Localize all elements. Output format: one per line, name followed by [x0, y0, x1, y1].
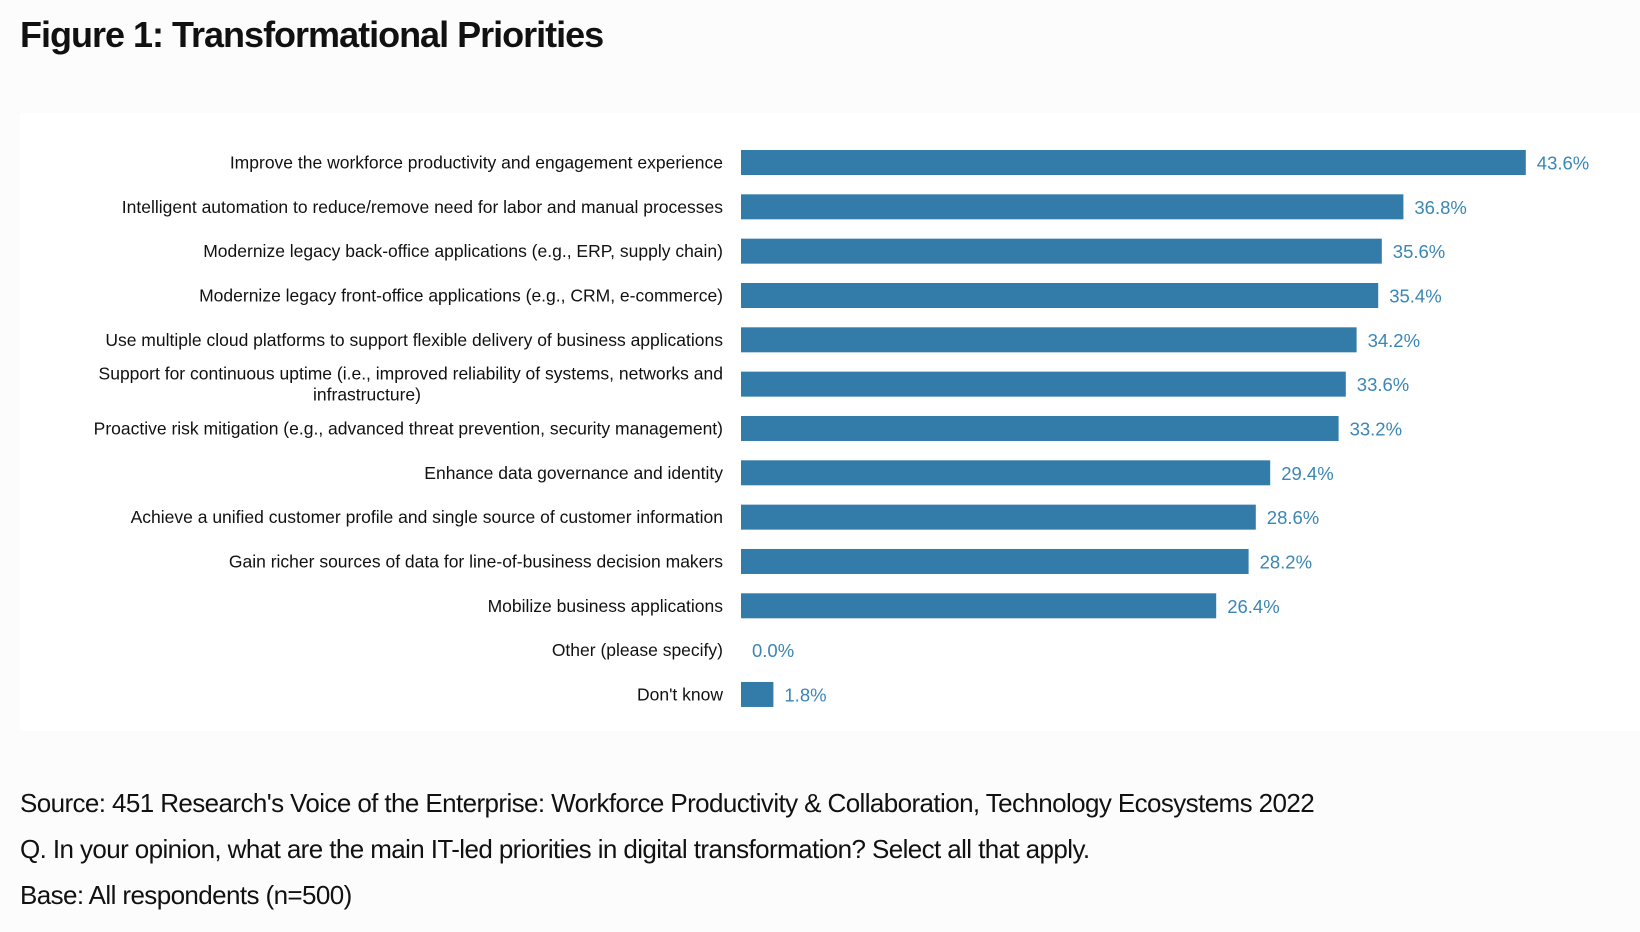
- bar: [741, 150, 1526, 175]
- bar: [741, 282, 1379, 308]
- bar-row: Achieve a unified customer profile and s…: [131, 504, 1319, 530]
- figure-title: Figure 1: Transformational Priorities: [20, 14, 604, 55]
- base-note: Base: All respondents (n=500): [20, 880, 352, 910]
- category-label: Enhance data governance and identity: [424, 463, 723, 483]
- bar-row: Don't know 1.8%: [637, 681, 827, 707]
- bar-row: Improve the workforce productivity and e…: [230, 150, 1589, 175]
- category-label: Gain richer sources of data for line-of-…: [229, 551, 723, 571]
- value-label: 35.4%: [1389, 285, 1441, 306]
- category-label: Achieve a unified customer profile and s…: [131, 507, 723, 527]
- category-label: Support for continuous uptime (i.e., imp…: [99, 364, 723, 384]
- bar: [741, 548, 1249, 574]
- bar: [741, 194, 1404, 220]
- bar: [741, 371, 1346, 397]
- bar-row: Enhance data governance and identity 29.4…: [424, 460, 1334, 486]
- value-label: 33.6%: [1357, 374, 1409, 395]
- bar-row: Intelligent automation to reduce/remove …: [122, 194, 1467, 220]
- bar-row: Modernize legacy back-office application…: [203, 238, 1445, 264]
- category-label: Modernize legacy back-office application…: [203, 241, 723, 261]
- category-label: Mobilize business applications: [488, 596, 724, 616]
- value-label: 1.8%: [784, 684, 826, 705]
- category-label: Intelligent automation to reduce/remove …: [122, 197, 723, 217]
- category-label: Modernize legacy front-office applicatio…: [199, 285, 723, 305]
- category-label: Proactive risk mitigation (e.g., advance…: [94, 418, 723, 438]
- bar: [741, 460, 1271, 486]
- bar-row: Proactive risk mitigation (e.g., advance…: [94, 415, 1402, 441]
- bar-row: Use multiple cloud platforms to support …: [105, 327, 1420, 353]
- bar-row: Gain richer sources of data for line-of-…: [229, 548, 1312, 574]
- bar: [741, 238, 1382, 264]
- bar: [741, 415, 1339, 441]
- bar-chart: Improve the workforce productivity and e…: [94, 150, 1589, 707]
- category-label: Don't know: [637, 684, 723, 704]
- category-label: Improve the workforce productivity and e…: [230, 153, 723, 173]
- value-label: 34.2%: [1368, 330, 1420, 351]
- bar: [741, 327, 1357, 353]
- value-label: 33.2%: [1350, 418, 1402, 439]
- value-label: 36.8%: [1414, 197, 1466, 218]
- value-label: 29.4%: [1281, 463, 1333, 484]
- figure-notes: Source: 451 Research's Voice of the Ente…: [20, 780, 1315, 918]
- value-label: 28.6%: [1267, 507, 1319, 528]
- value-label: 28.2%: [1260, 551, 1312, 572]
- chart-panel: Improve the workforce productivity and e…: [20, 113, 1640, 731]
- bar-row: Mobilize business applications 26.4%: [488, 593, 1280, 619]
- bar-row: Other (please specify) 0.0%: [552, 640, 794, 661]
- bar: [741, 504, 1256, 530]
- bar-row: Support for continuous uptime (i.e., imp…: [99, 364, 1410, 405]
- bar: [741, 593, 1217, 619]
- value-label: 26.4%: [1227, 596, 1279, 617]
- category-label: Use multiple cloud platforms to support …: [105, 330, 723, 350]
- category-label: infrastructure): [313, 385, 421, 405]
- bar: [741, 681, 774, 707]
- question-note: Q. In your opinion, what are the main IT…: [20, 834, 1090, 864]
- value-label: 35.6%: [1393, 241, 1445, 262]
- category-label: Other (please specify): [552, 640, 723, 660]
- bar-row: Modernize legacy front-office applicatio…: [199, 282, 1442, 308]
- value-label: 43.6%: [1537, 153, 1589, 174]
- value-label: 0.0%: [752, 640, 794, 661]
- source-note: Source: 451 Research's Voice of the Ente…: [20, 788, 1315, 818]
